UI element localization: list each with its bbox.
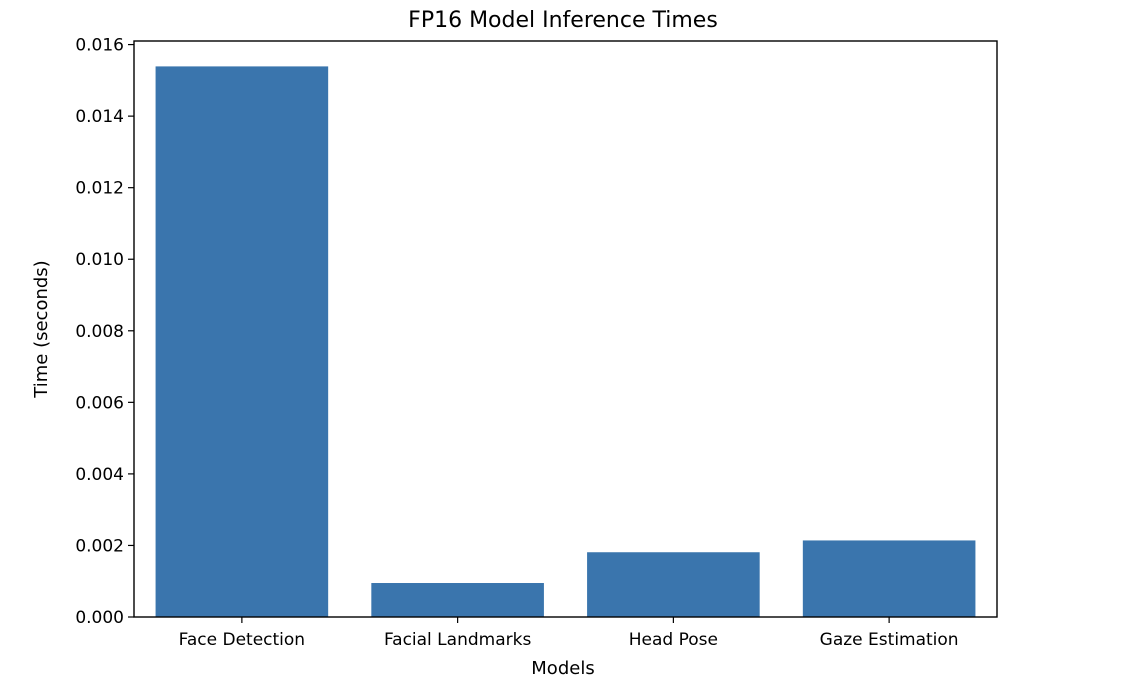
bar-gaze-estimation <box>802 540 976 617</box>
bar-head-pose <box>587 552 760 617</box>
y-tick-label: 0.002 <box>75 536 124 556</box>
plot-area: Face Detection Facial Landmarks Head Pose G… <box>75 36 998 650</box>
x-tick-label: Face Detection <box>179 630 305 650</box>
y-axis-label: Time (seconds) <box>31 260 52 398</box>
bar-facial-landmarks <box>371 583 544 617</box>
y-tick-label: 0.010 <box>75 250 124 270</box>
y-tick-label: 0.012 <box>75 179 124 199</box>
y-tick-label: 0.000 <box>75 608 124 628</box>
y-tick-label: 0.016 <box>75 36 124 56</box>
y-tick-label: 0.006 <box>75 393 124 413</box>
x-tick-label: Head Pose <box>629 630 718 650</box>
chart-title: FP16 Model Inference Times <box>408 8 718 33</box>
x-tick-label: Facial Landmarks <box>384 630 532 650</box>
plot-frame <box>133 40 998 618</box>
x-tick-label: Gaze Estimation <box>820 630 959 650</box>
y-tick-label: 0.004 <box>75 465 124 485</box>
y-tick-label: 0.008 <box>75 322 124 342</box>
x-axis-label: Models <box>531 658 594 679</box>
bar-face-detection <box>155 66 329 617</box>
y-tick-label: 0.014 <box>75 107 124 127</box>
